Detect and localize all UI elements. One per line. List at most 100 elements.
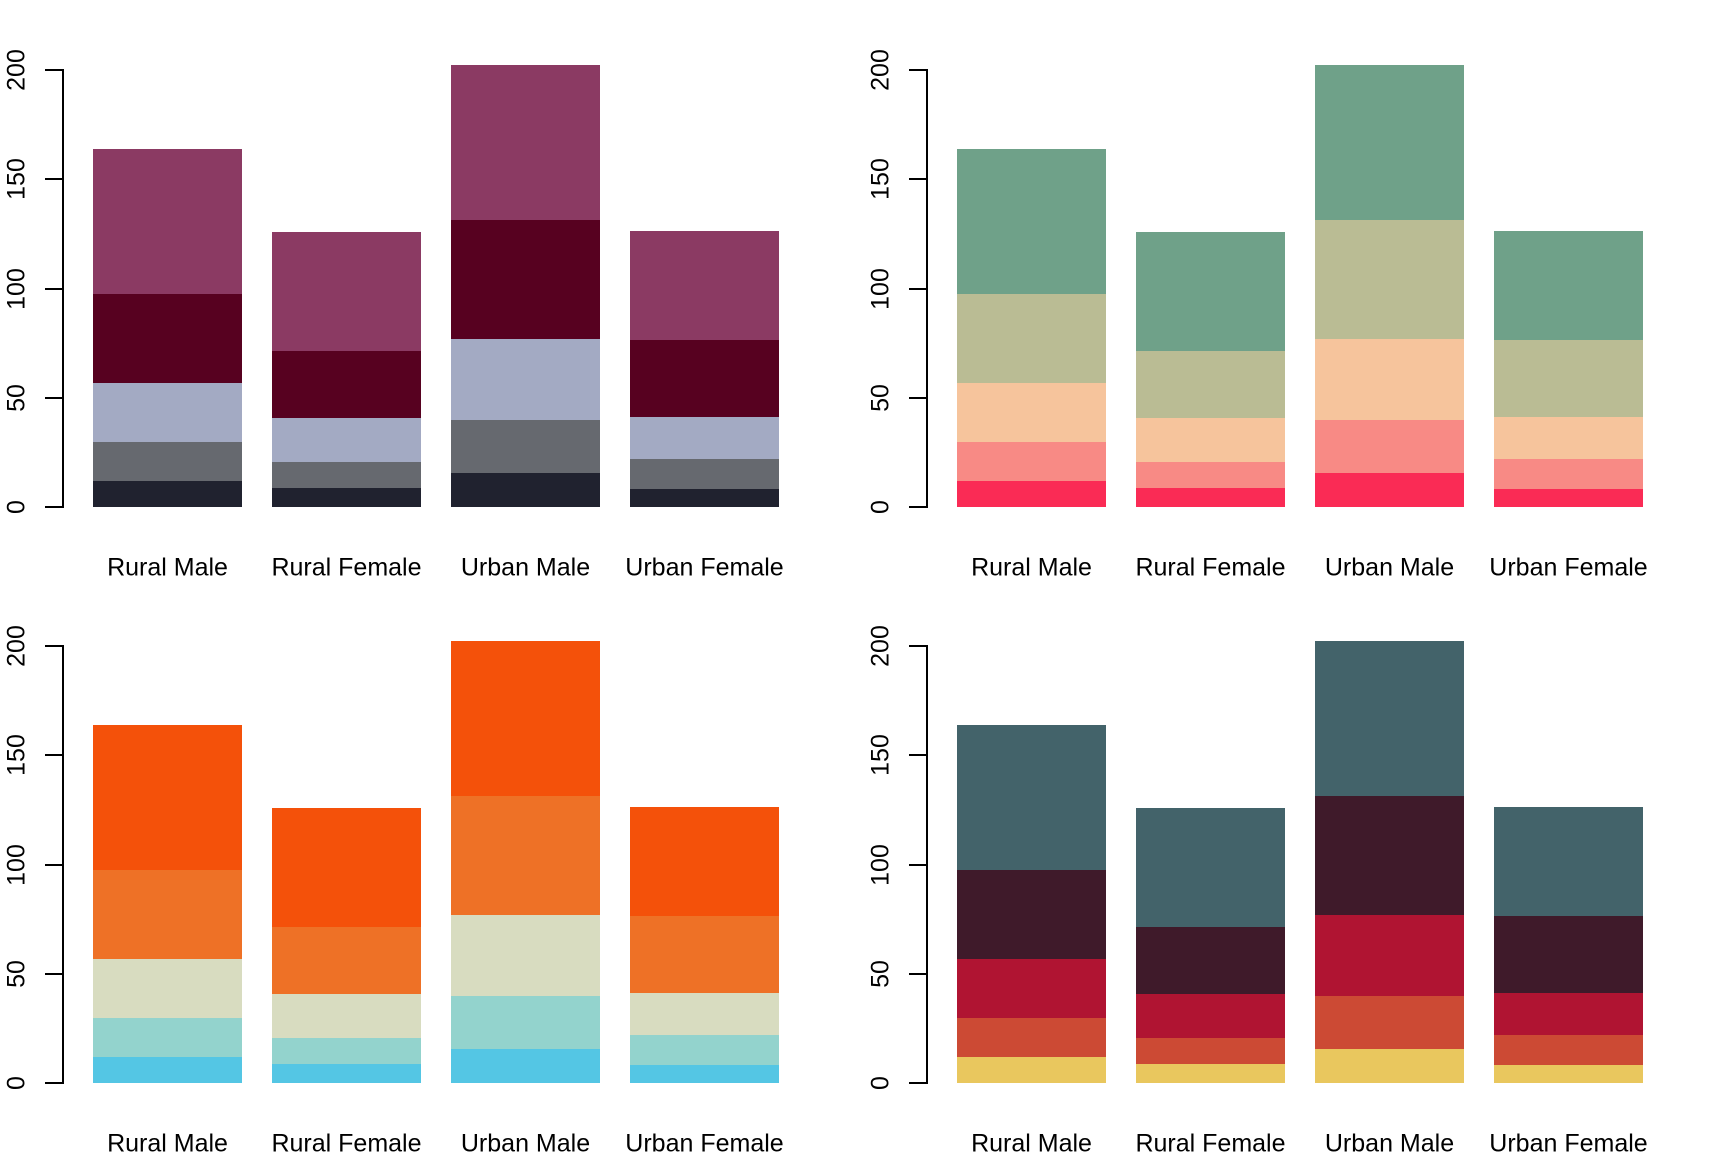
bar-segment	[1136, 807, 1285, 927]
y-tick-label: 100	[2, 267, 31, 310]
bar-segment	[272, 231, 421, 351]
y-tick	[909, 506, 927, 508]
bar-segment	[451, 915, 600, 997]
y-tick	[45, 396, 63, 399]
y-tick-label: 50	[2, 959, 31, 988]
bar-segment	[957, 481, 1106, 507]
bar-segment	[957, 293, 1106, 384]
bar-segment	[93, 1057, 242, 1083]
bar-segment	[957, 441, 1106, 482]
bar-segment	[630, 916, 779, 993]
bar-segment	[451, 64, 600, 221]
bar-segment	[451, 640, 600, 797]
bar-segment	[1315, 640, 1464, 797]
y-tick	[909, 754, 927, 757]
bar-segment	[272, 994, 421, 1039]
y-tick	[909, 972, 927, 975]
y-tick-label: 150	[2, 158, 31, 201]
bar-segment	[1136, 350, 1285, 419]
y-tick-label: 200	[866, 625, 895, 667]
bar-segment	[1136, 418, 1285, 463]
bar-segment	[272, 807, 421, 927]
x-category-label: Urban Male	[460, 553, 591, 582]
y-tick	[909, 178, 927, 181]
bar-segment	[1136, 487, 1285, 507]
bar-segment	[630, 1064, 779, 1083]
y-tick-label: 0	[866, 1076, 895, 1090]
y-tick-label: 100	[2, 843, 31, 886]
bar-segment	[1315, 420, 1464, 474]
x-category-label: Urban Female	[1489, 553, 1648, 582]
y-tick-label: 0	[866, 500, 895, 514]
y-tick-label: 100	[866, 843, 895, 886]
bar-segment	[272, 1038, 421, 1064]
bar-segment	[630, 488, 779, 507]
bar-segment	[272, 487, 421, 507]
chart-panel-bottom-right: 0 50 100 150 200 Rural Male Rural Female Urban …	[864, 576, 1728, 1156]
bar-segment	[93, 725, 242, 870]
bar-segment	[957, 149, 1106, 294]
x-category-label: Rural Female	[1135, 1129, 1286, 1158]
y-tick-label: 50	[866, 959, 895, 988]
x-category-label: Rural Male	[971, 553, 1092, 582]
bar-segment	[93, 959, 242, 1018]
bar-segment	[630, 458, 779, 489]
bar-segment	[93, 149, 242, 294]
bar-segment	[957, 725, 1106, 870]
bar-segment	[451, 339, 600, 421]
x-category-label: Rural Female	[271, 1129, 422, 1158]
x-category-label: Rural Female	[271, 553, 422, 582]
x-category-label: Rural Male	[107, 553, 228, 582]
bar-segment	[93, 293, 242, 384]
y-tick	[45, 69, 63, 71]
bar-segment	[630, 416, 779, 459]
y-tick	[45, 178, 63, 181]
y-axis-line	[926, 645, 928, 1084]
bar-segment	[630, 806, 779, 917]
bar-segment	[630, 1034, 779, 1065]
bar-segment	[957, 1017, 1106, 1058]
y-tick-label: 50	[2, 383, 31, 412]
bar-segment	[1494, 916, 1643, 993]
y-tick-label: 200	[2, 625, 31, 667]
bar-segment	[451, 473, 600, 507]
y-tick-label: 100	[866, 267, 895, 310]
bar-segment	[1315, 64, 1464, 221]
chart-panel-top-right: 0 50 100 150 200 Rural Male Rural Female Urban …	[864, 0, 1728, 580]
y-tick	[45, 754, 63, 757]
y-tick-label: 200	[2, 49, 31, 91]
y-tick-label: 0	[2, 500, 31, 514]
bar-segment	[1136, 231, 1285, 351]
bar-segment	[272, 462, 421, 488]
y-tick	[909, 396, 927, 399]
x-category-label: Urban Female	[625, 1129, 784, 1158]
bar-segment	[1494, 992, 1643, 1035]
y-tick	[45, 506, 63, 508]
bar-segment	[451, 220, 600, 340]
bar-segment	[1315, 1049, 1464, 1083]
bar-segment	[1494, 1064, 1643, 1083]
bar-segment	[630, 230, 779, 341]
bar-segment	[957, 959, 1106, 1018]
bar-segment	[1315, 220, 1464, 340]
bar-segment	[93, 1017, 242, 1058]
bar-segment	[1494, 340, 1643, 417]
bar-segment	[272, 926, 421, 995]
x-category-label: Urban Female	[625, 553, 784, 582]
x-category-label: Rural Male	[971, 1129, 1092, 1158]
y-tick-label: 150	[866, 734, 895, 777]
y-axis-line	[62, 645, 64, 1084]
bar-segment	[1494, 1034, 1643, 1065]
bar-segment	[1494, 806, 1643, 917]
bar-segment	[272, 1063, 421, 1083]
y-tick	[909, 287, 927, 290]
bar-segment	[1136, 926, 1285, 995]
bar-segment	[957, 869, 1106, 960]
bar-segment	[957, 1057, 1106, 1083]
bar-segment	[93, 481, 242, 507]
bar-segment	[1136, 994, 1285, 1039]
x-category-label: Urban Male	[1324, 1129, 1455, 1158]
y-tick	[45, 287, 63, 290]
bar-segment	[451, 420, 600, 474]
